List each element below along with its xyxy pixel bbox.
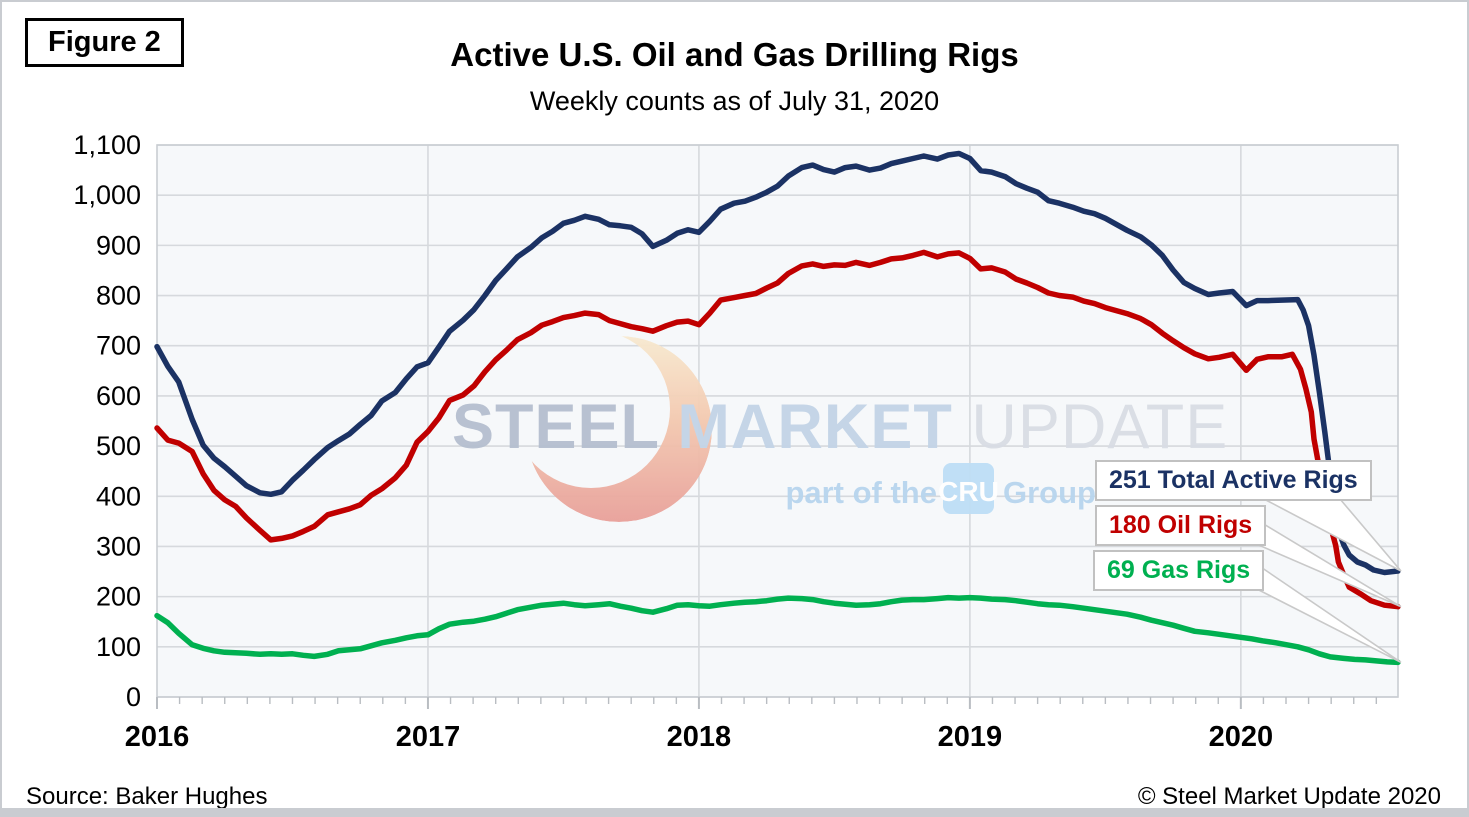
watermark-crescent-icon	[526, 336, 712, 522]
svg-text:900: 900	[96, 230, 141, 260]
y-axis-labels: 0 100 200 300 400 500 600 700 800 900 1,000 1,100	[73, 130, 141, 712]
series-line-total	[154, 150, 1401, 576]
figure-label: Figure 2	[25, 18, 184, 67]
svg-text:500: 500	[96, 431, 141, 461]
series-line-oil	[154, 249, 1401, 610]
svg-text:2019: 2019	[938, 721, 1003, 753]
watermark-wordmark: STEEL MARKET UPDATE	[452, 392, 1228, 462]
copyright-note: © Steel Market Update 2020	[1137, 783, 1441, 810]
svg-text:100: 100	[96, 632, 141, 662]
callout-gas-rigs: 69 Gas Rigs	[1093, 550, 1265, 591]
svg-text:400: 400	[96, 481, 141, 511]
svg-text:0: 0	[126, 682, 141, 712]
watermark-cru-badge	[943, 463, 994, 514]
svg-text:600: 600	[96, 381, 141, 411]
plot-border	[156, 144, 1399, 698]
callout-oil-rigs: 180 Oil Rigs	[1095, 505, 1267, 546]
x-axis-labels: 2016 2017 2018 2019 2020	[125, 721, 1273, 753]
svg-text:2018: 2018	[667, 721, 732, 753]
callout-total-rigs: 251 Total Active Rigs	[1095, 460, 1372, 501]
watermark-tagline-suffix: Group	[1003, 475, 1096, 510]
watermark-tagline-prefix: part of the	[785, 475, 937, 510]
svg-text:2017: 2017	[396, 721, 461, 753]
series-line-gas	[154, 594, 1401, 666]
source-note: Source: Baker Hughes	[26, 783, 268, 810]
svg-text:2016: 2016	[125, 721, 190, 753]
x-axis-ticks	[156, 697, 1378, 709]
svg-text:1,100: 1,100	[73, 130, 141, 160]
watermark: STEEL MARKET UPDATE part of the CRU Group	[452, 336, 1228, 522]
svg-text:2020: 2020	[1209, 721, 1274, 753]
svg-text:1,000: 1,000	[73, 180, 141, 210]
chart-subtitle: Weekly counts as of July 31, 2020	[529, 86, 940, 116]
svg-text:700: 700	[96, 331, 141, 361]
svg-text:300: 300	[96, 531, 141, 561]
svg-text:800: 800	[96, 281, 141, 311]
svg-text:200: 200	[96, 582, 141, 612]
watermark-cru-text: CRU	[938, 476, 999, 507]
chart-title: Active U.S. Oil and Gas Drilling Rigs	[450, 36, 1019, 73]
